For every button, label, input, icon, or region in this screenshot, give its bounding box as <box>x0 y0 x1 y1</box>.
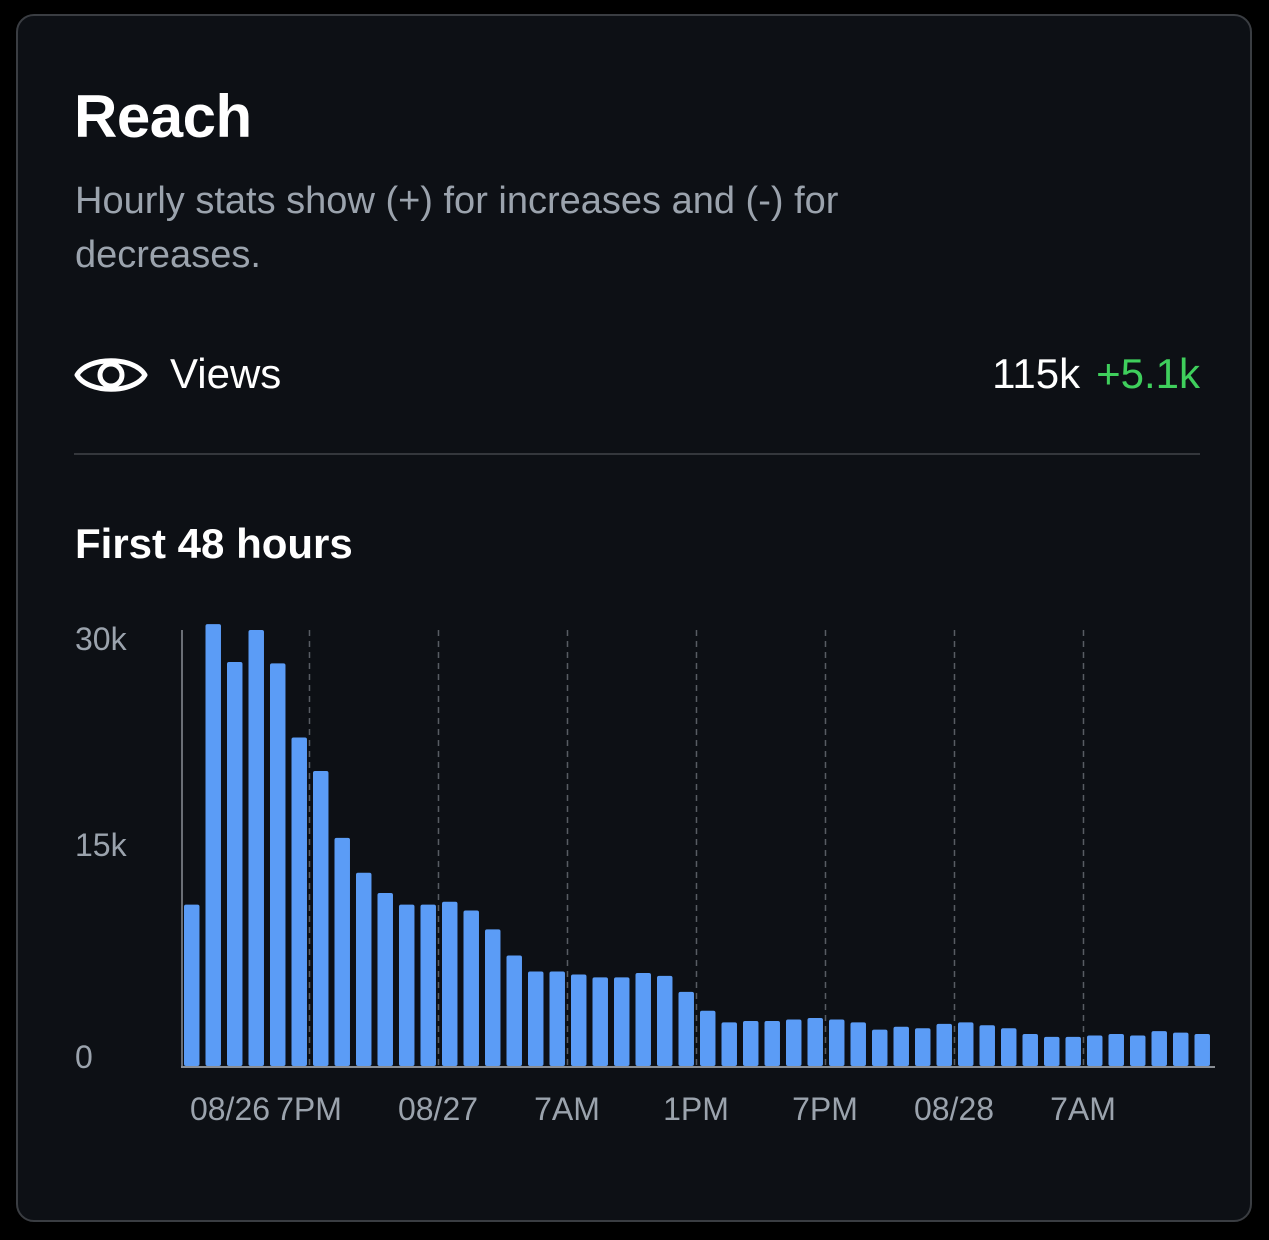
x-tick-label: 1PM <box>663 1091 729 1127</box>
bar <box>657 975 673 1066</box>
bar <box>420 904 436 1066</box>
x-tick-label: 08/27 <box>398 1091 478 1127</box>
bar <box>334 837 350 1066</box>
bar <box>592 977 608 1066</box>
eye-icon <box>74 358 148 392</box>
bar <box>915 1028 931 1066</box>
bar <box>764 1020 780 1066</box>
bar <box>399 904 415 1066</box>
bar <box>506 955 522 1066</box>
bar <box>786 1019 802 1066</box>
bar <box>377 893 393 1066</box>
y-tick-label: 0 <box>75 1039 93 1075</box>
bar <box>549 971 565 1066</box>
bar <box>1087 1035 1103 1066</box>
x-tick-label: 7AM <box>1050 1091 1116 1127</box>
bar <box>635 972 651 1066</box>
bar <box>743 1020 759 1066</box>
bar <box>1130 1035 1146 1066</box>
bar <box>528 971 544 1066</box>
bar <box>893 1026 909 1066</box>
reach-card: Reach Hourly stats show (+) for increase… <box>16 14 1252 1222</box>
bar <box>829 1019 845 1066</box>
bar <box>291 737 307 1066</box>
bar <box>1194 1034 1210 1066</box>
views-label: Views <box>170 350 282 397</box>
bar <box>184 904 200 1066</box>
bar <box>936 1023 952 1066</box>
bar <box>1173 1032 1189 1066</box>
bar <box>1001 1028 1017 1066</box>
views-total: 115k <box>992 350 1081 397</box>
bar <box>485 929 501 1066</box>
bar <box>958 1022 974 1066</box>
card-subtitle: Hourly stats show (+) for increases and … <box>75 180 839 276</box>
card-title: Reach <box>74 83 252 150</box>
bar <box>979 1025 995 1066</box>
bar <box>1151 1031 1167 1066</box>
bar <box>227 661 243 1066</box>
bar <box>872 1029 888 1066</box>
bar <box>248 630 264 1066</box>
y-tick-label: 30k <box>75 621 128 657</box>
bar <box>1065 1036 1081 1066</box>
x-tick-label: 08/28 <box>914 1091 994 1127</box>
bar <box>678 991 694 1066</box>
bar <box>1022 1034 1038 1066</box>
divider <box>74 453 1200 455</box>
x-tick-label: 7PM <box>792 1091 858 1127</box>
bar <box>850 1022 866 1066</box>
views-values: 115k +5.1k <box>992 350 1200 398</box>
views-delta: +5.1k <box>1096 350 1200 397</box>
x-tick-label: 08/26 <box>190 1091 270 1127</box>
bar <box>205 624 221 1066</box>
bar <box>313 770 329 1066</box>
bar <box>700 1010 716 1066</box>
x-tick-label: 7AM <box>534 1091 600 1127</box>
bar <box>807 1018 823 1066</box>
y-tick-label: 15k <box>75 827 128 863</box>
bar <box>270 663 286 1066</box>
bar <box>463 910 479 1066</box>
bar <box>1108 1034 1124 1066</box>
bar <box>721 1022 737 1066</box>
views-metric-row[interactable]: Views 115k +5.1k <box>74 342 1200 412</box>
bar <box>1044 1036 1060 1066</box>
bar <box>442 901 458 1066</box>
x-tick-label: 7PM <box>276 1091 342 1127</box>
bar <box>614 977 630 1066</box>
chart-title: First 48 hours <box>75 520 353 567</box>
bar <box>356 872 372 1066</box>
bar <box>571 974 587 1066</box>
